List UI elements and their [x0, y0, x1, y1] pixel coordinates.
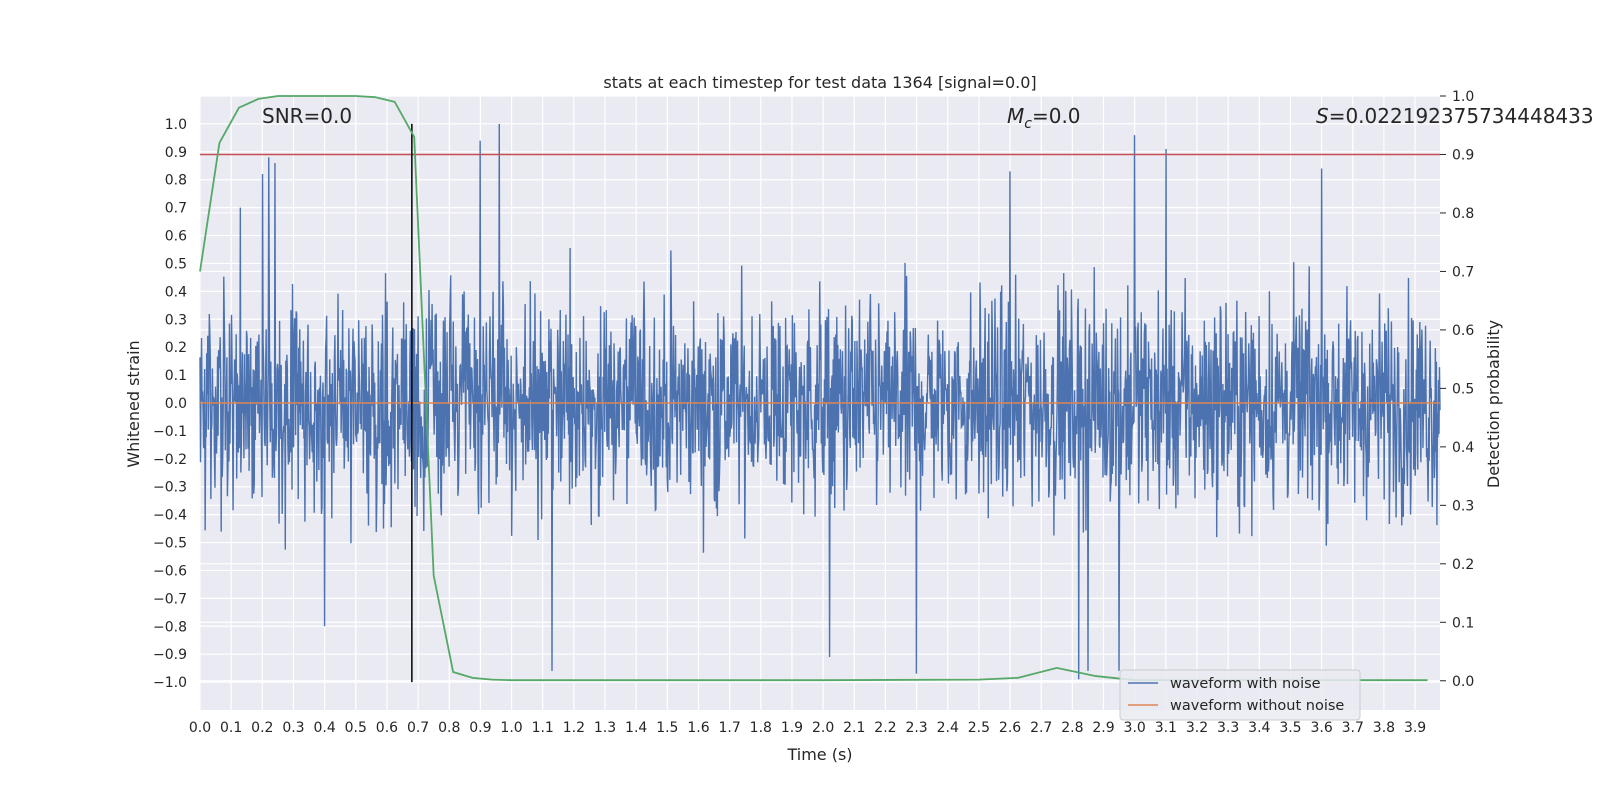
y-tick-label: 0.8 — [165, 173, 187, 189]
chart-title: stats at each timestep for test data 136… — [603, 73, 1036, 92]
x-tick-label: 3.7 — [1342, 720, 1364, 736]
x-tick-label: 1.1 — [532, 720, 554, 736]
x-tick-label: 0.8 — [438, 720, 460, 736]
y-tick-label: −1.0 — [153, 675, 187, 691]
y-tick-label: −0.5 — [153, 536, 187, 552]
x-tick-label: 1.0 — [500, 720, 522, 736]
ticks: 0.0 0.1 0.2 0.3 0.4 0.5 0.6 0.7 0.8 0.9 1.0 1.1 1.2 1… — [153, 89, 1474, 736]
x-tick-label: 0.1 — [220, 720, 242, 736]
x-tick-label: 3.6 — [1310, 720, 1332, 736]
x-tick-label: 0.3 — [282, 720, 304, 736]
overlay-lines — [200, 123, 1440, 683]
x-tick-label: 0.5 — [345, 720, 367, 736]
y-tick-label: −0.6 — [153, 563, 187, 579]
x-tick-label: 3.5 — [1279, 720, 1301, 736]
y-tick-label: 0.5 — [165, 256, 187, 272]
y-tick-label: −0.7 — [153, 591, 187, 607]
y-axis-right-label: Detection probability — [1484, 320, 1503, 488]
x-tick-label: 2.0 — [812, 720, 834, 736]
x-tick-label: 2.8 — [1061, 720, 1083, 736]
y-right-tick-label: 0.6 — [1452, 323, 1474, 339]
y-right-tick-label: 0.8 — [1452, 206, 1474, 222]
x-tick-label: 2.9 — [1092, 720, 1114, 736]
x-tick-label: 0.0 — [189, 720, 211, 736]
x-tick-label: 2.4 — [937, 720, 959, 736]
y-right-tick-label: 0.0 — [1452, 674, 1474, 690]
legend: waveform with noise waveform without noi… — [1119, 669, 1361, 721]
x-tick-label: 0.7 — [407, 720, 429, 736]
y-tick-label: 0.6 — [165, 229, 187, 245]
y-right-tick-label: 0.4 — [1452, 440, 1474, 456]
x-tick-label: 2.2 — [874, 720, 896, 736]
y-tick-label: 0.1 — [165, 368, 187, 384]
probability-series — [199, 95, 1428, 682]
x-tick-label: 3.8 — [1373, 720, 1395, 736]
y-right-tick-label: 0.3 — [1452, 498, 1474, 514]
x-tick-label: 0.6 — [376, 720, 398, 736]
mc-subscript: c — [1024, 116, 1032, 132]
y-tick-label: 0.9 — [165, 145, 187, 161]
x-tick-label: 0.9 — [469, 720, 491, 736]
y-right-tick-label: 0.5 — [1452, 381, 1474, 397]
s-value: =0.022192375734448433 — [1329, 104, 1594, 128]
y-tick-label: −0.8 — [153, 619, 187, 635]
y-tick-label: −0.3 — [153, 480, 187, 496]
x-tick-label: 1.7 — [719, 720, 741, 736]
legend-label-noise: waveform with noise — [1170, 676, 1321, 692]
s-symbol: S — [1316, 104, 1329, 128]
s-annotation: S=0.022192375734448433 — [1316, 104, 1594, 128]
y-tick-label: −0.2 — [153, 452, 187, 468]
y-tick-label: −0.9 — [153, 647, 187, 663]
x-tick-label: 1.6 — [687, 720, 709, 736]
y-right-tick-label: 0.2 — [1452, 557, 1474, 573]
x-tick-label: 2.6 — [999, 720, 1021, 736]
x-tick-label: 1.5 — [656, 720, 678, 736]
x-tick-label: 3.2 — [1186, 720, 1208, 736]
y-tick-label: −0.1 — [153, 424, 187, 440]
y-tick-label: 0.3 — [165, 312, 187, 328]
x-tick-label: 3.0 — [1124, 720, 1146, 736]
x-tick-label: 3.9 — [1404, 720, 1426, 736]
x-tick-label: 3.1 — [1155, 720, 1177, 736]
y-tick-label: −0.4 — [153, 508, 187, 524]
x-tick-label: 1.2 — [563, 720, 585, 736]
x-tick-label: 3.3 — [1217, 720, 1239, 736]
x-tick-label: 2.7 — [1030, 720, 1052, 736]
noise-series — [199, 123, 1441, 680]
x-tick-label: 0.4 — [313, 720, 335, 736]
x-tick-label: 1.4 — [625, 720, 647, 736]
mc-symbol: M — [1007, 104, 1024, 128]
noise-waveform-line — [199, 123, 1441, 680]
y-axis-label: Whitened strain — [124, 340, 143, 467]
x-tick-label: 1.8 — [750, 720, 772, 736]
y-right-tick-label: 0.1 — [1452, 615, 1474, 631]
x-tick-label: 2.1 — [843, 720, 865, 736]
y-tick-label: 0.4 — [165, 284, 187, 300]
x-tick-label: 1.3 — [594, 720, 616, 736]
y-tick-label: 0.2 — [165, 340, 187, 356]
y-right-tick-label: 1.0 — [1452, 89, 1474, 105]
mc-value: =0.0 — [1032, 104, 1081, 128]
y-tick-label: 1.0 — [165, 117, 187, 133]
x-tick-label: 2.3 — [905, 720, 927, 736]
y-tick-label: 0.7 — [165, 201, 187, 217]
y-right-tick-label: 0.7 — [1452, 264, 1474, 280]
detection-probability-line — [199, 95, 1428, 682]
x-tick-label: 3.4 — [1248, 720, 1270, 736]
legend-box — [1119, 669, 1361, 721]
chirp-mass-annotation: Mc=0.0 — [1007, 104, 1081, 132]
x-tick-label: 2.5 — [968, 720, 990, 736]
y-right-tick-label: 0.9 — [1452, 147, 1474, 163]
legend-label-clean: waveform without noise — [1170, 698, 1344, 714]
y-tick-label: 0.0 — [165, 396, 187, 412]
x-tick-label: 1.9 — [781, 720, 803, 736]
x-axis-label: Time (s) — [786, 745, 852, 764]
x-tick-label: 0.2 — [251, 720, 273, 736]
snr-annotation: SNR=0.0 — [262, 104, 352, 128]
